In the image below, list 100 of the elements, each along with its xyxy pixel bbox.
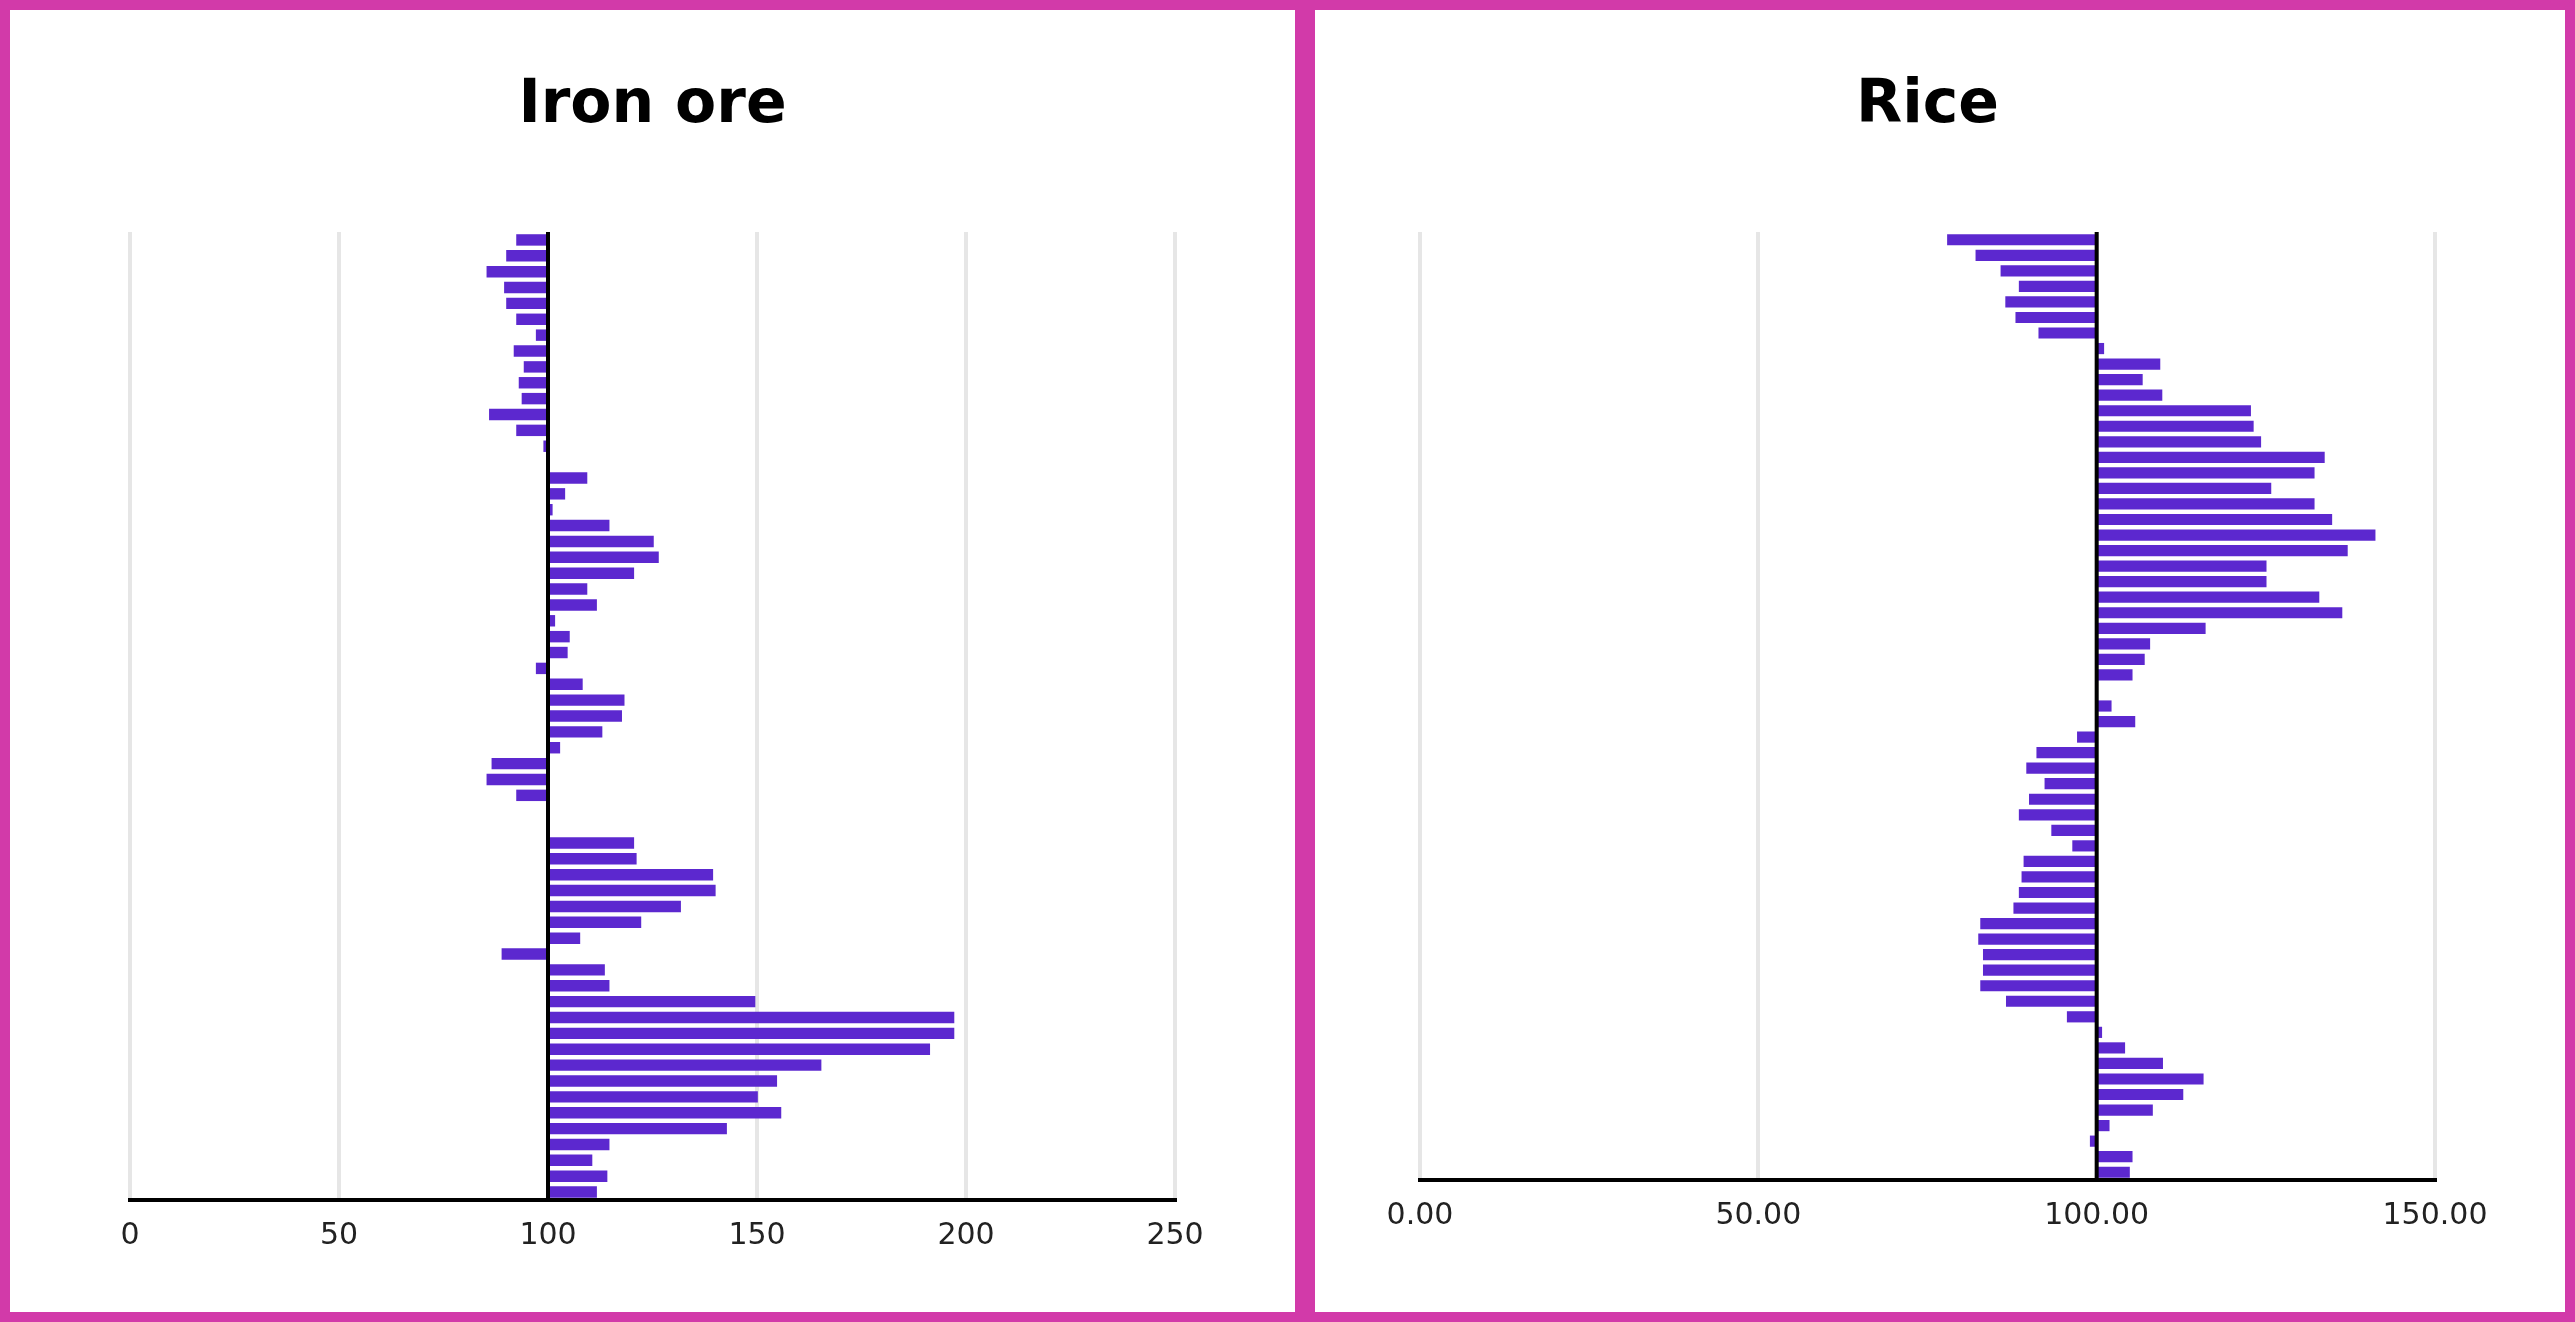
bar bbox=[2096, 420, 2254, 432]
bar bbox=[516, 424, 548, 437]
bar bbox=[506, 297, 548, 310]
bar bbox=[501, 948, 548, 960]
bar bbox=[523, 361, 548, 373]
bar bbox=[548, 1027, 955, 1040]
bar bbox=[548, 694, 625, 706]
bar bbox=[2096, 405, 2251, 417]
bar bbox=[2096, 653, 2145, 665]
bar bbox=[548, 567, 635, 579]
bar bbox=[1978, 933, 2097, 945]
bar bbox=[2018, 809, 2097, 821]
bar bbox=[516, 313, 548, 325]
bar bbox=[2072, 840, 2097, 852]
bar bbox=[2096, 1151, 2133, 1163]
bar bbox=[2013, 902, 2097, 914]
x-tick-label: 250 bbox=[1146, 1215, 1204, 1251]
bar bbox=[504, 281, 548, 294]
chart-title: Rice bbox=[1855, 65, 2000, 136]
bar bbox=[2096, 607, 2343, 619]
x-tick-label: 0 bbox=[120, 1215, 140, 1251]
bar bbox=[2051, 824, 2097, 836]
bar bbox=[2036, 747, 2097, 759]
bar bbox=[2096, 1042, 2126, 1054]
bar bbox=[548, 868, 714, 881]
bar bbox=[2096, 669, 2133, 681]
bar bbox=[548, 1186, 597, 1198]
bar bbox=[2096, 529, 2376, 541]
bar bbox=[548, 1075, 778, 1087]
x-tick-label: 0.00 bbox=[1386, 1195, 1454, 1231]
bar bbox=[2096, 358, 2161, 370]
bar bbox=[548, 1107, 782, 1119]
bar bbox=[2096, 374, 2143, 386]
bar bbox=[548, 519, 610, 532]
bar bbox=[2096, 638, 2151, 650]
bar bbox=[2029, 793, 2097, 805]
bar bbox=[1975, 249, 2097, 261]
x-tick-label: 50 bbox=[319, 1215, 359, 1251]
bar bbox=[548, 1091, 758, 1103]
bar bbox=[548, 900, 681, 913]
bar bbox=[1980, 917, 2097, 930]
bar bbox=[2096, 389, 2163, 401]
bar bbox=[2021, 871, 2097, 883]
bar bbox=[548, 853, 637, 865]
bar bbox=[2096, 715, 2136, 728]
bar bbox=[2096, 545, 2348, 557]
bar bbox=[2005, 296, 2097, 308]
bar bbox=[506, 250, 548, 262]
bar bbox=[548, 551, 659, 564]
bar bbox=[2096, 1104, 2153, 1116]
bar bbox=[2005, 995, 2097, 1007]
x-tick-label: 200 bbox=[937, 1215, 995, 1251]
bar bbox=[548, 599, 597, 611]
bar bbox=[2015, 311, 2097, 324]
bar bbox=[516, 234, 548, 246]
bar bbox=[486, 265, 548, 278]
bar bbox=[516, 789, 548, 802]
bar bbox=[2096, 451, 2325, 463]
x-tick-label: 150.00 bbox=[2382, 1195, 2488, 1231]
bar bbox=[1980, 980, 2097, 992]
bar bbox=[548, 964, 605, 976]
bar bbox=[2096, 1057, 2163, 1070]
bar bbox=[486, 773, 548, 786]
bar bbox=[548, 678, 583, 690]
bar bbox=[2023, 855, 2097, 868]
bar bbox=[548, 916, 642, 929]
bar bbox=[548, 726, 603, 738]
bar bbox=[2000, 265, 2097, 277]
bar bbox=[1982, 949, 2097, 961]
bar bbox=[1982, 964, 2097, 976]
bar bbox=[548, 710, 622, 722]
bar bbox=[2096, 622, 2206, 634]
bar bbox=[2018, 886, 2097, 899]
bar bbox=[548, 1138, 610, 1151]
bar bbox=[2096, 576, 2267, 588]
bar bbox=[548, 980, 610, 992]
bar bbox=[2026, 762, 2097, 774]
bar bbox=[548, 932, 581, 944]
bar bbox=[2096, 591, 2320, 603]
bar bbox=[2018, 280, 2097, 292]
chart-title: Iron ore bbox=[518, 65, 787, 136]
bar bbox=[548, 472, 588, 484]
bar bbox=[2096, 1088, 2184, 1101]
bar bbox=[548, 583, 588, 595]
bar bbox=[1947, 234, 2097, 246]
bar bbox=[548, 1043, 931, 1055]
bar bbox=[2096, 482, 2272, 495]
bar bbox=[2096, 498, 2315, 510]
bar bbox=[548, 995, 756, 1008]
bar bbox=[548, 1122, 727, 1135]
x-tick-label: 150 bbox=[728, 1215, 786, 1251]
bar bbox=[2038, 327, 2097, 339]
bar bbox=[548, 1154, 593, 1167]
bar bbox=[548, 1170, 608, 1182]
bar bbox=[513, 345, 548, 357]
x-tick-label: 50.00 bbox=[1715, 1195, 1802, 1231]
bar bbox=[548, 884, 716, 897]
bar bbox=[2066, 1011, 2097, 1023]
bar bbox=[2096, 560, 2267, 572]
x-tick-label: 100.00 bbox=[2044, 1195, 2150, 1231]
